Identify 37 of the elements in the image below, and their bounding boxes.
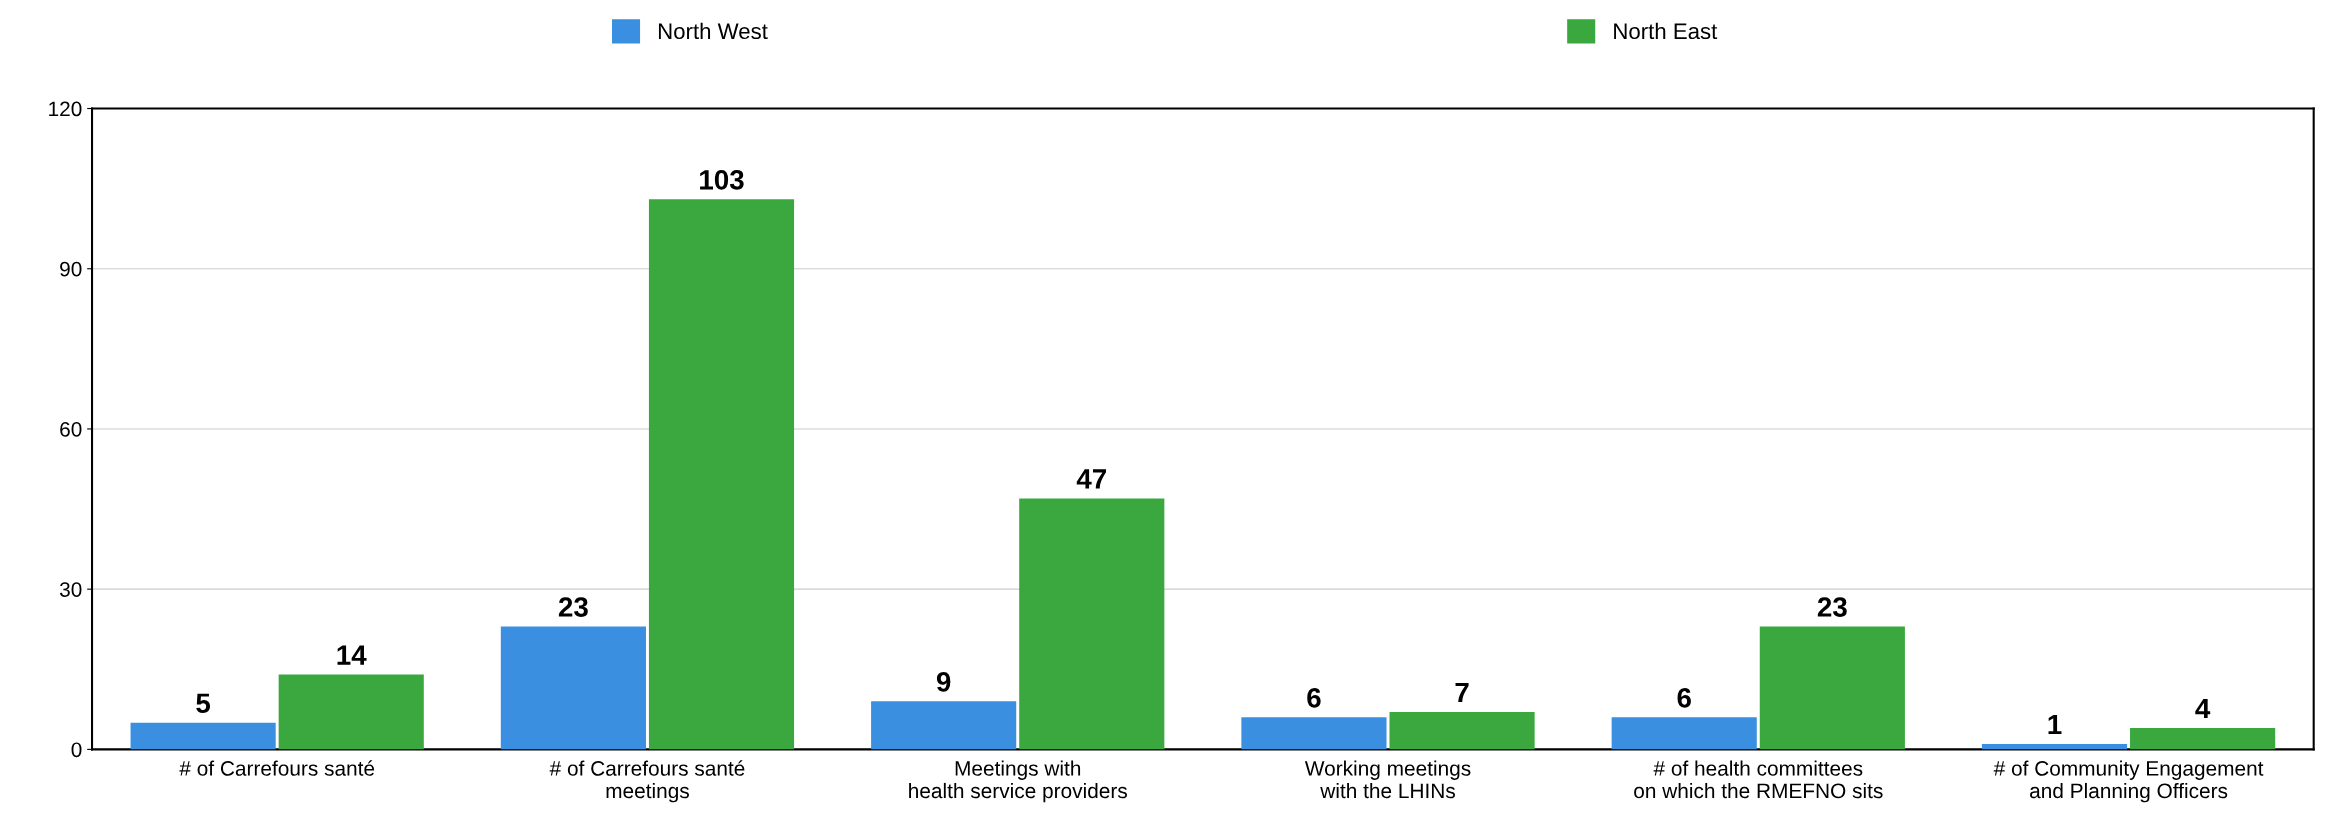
bar [1389, 712, 1535, 750]
bar [278, 674, 424, 750]
data-label: 5 [196, 693, 211, 714]
legend-label: North West [658, 22, 768, 40]
legend-label: North East [1614, 22, 1718, 40]
bar [500, 626, 646, 750]
data-label: 14 [337, 645, 367, 665]
bar [871, 701, 1017, 750]
bar [1981, 744, 2128, 750]
data-label: 23 [1817, 597, 1847, 617]
y-tick-label: 90 [60, 261, 82, 277]
y-tick-label: 30 [59, 582, 82, 597]
data-label: 7 [1455, 682, 1469, 703]
data-label: 6 [1307, 688, 1321, 708]
bar [2130, 728, 2276, 750]
bar [1241, 717, 1387, 750]
data-label: 6 [1677, 688, 1691, 708]
x-tick-label: # of health committees on which the RMEFNO sits [1634, 760, 1883, 799]
data-label: 47 [1076, 469, 1107, 489]
bar [130, 722, 276, 750]
y-tick-label: 120 [49, 101, 82, 117]
bar [1611, 717, 1757, 750]
y-tick-label: 0 [71, 742, 82, 758]
data-label: 103 [700, 169, 744, 190]
data-label: 9 [936, 671, 951, 692]
x-tick-label: # of Carrefours santé [179, 760, 375, 776]
x-tick-label: Working meetings with the LHINs [1304, 760, 1471, 799]
data-label: 4 [2195, 698, 2211, 719]
bar [648, 199, 795, 750]
bar [1019, 498, 1165, 750]
x-tick-label: Meetings with health service providers [909, 760, 1127, 803]
data-label: 1 [2048, 715, 2062, 735]
data-label: 23 [558, 597, 588, 617]
y-tick-label: 60 [60, 421, 82, 437]
bar [1759, 626, 1905, 750]
x-tick-label: # of Carrefours santé meetings [549, 760, 745, 803]
x-tick-label: # of Community Engagement and Planning Officers [1993, 760, 2264, 803]
